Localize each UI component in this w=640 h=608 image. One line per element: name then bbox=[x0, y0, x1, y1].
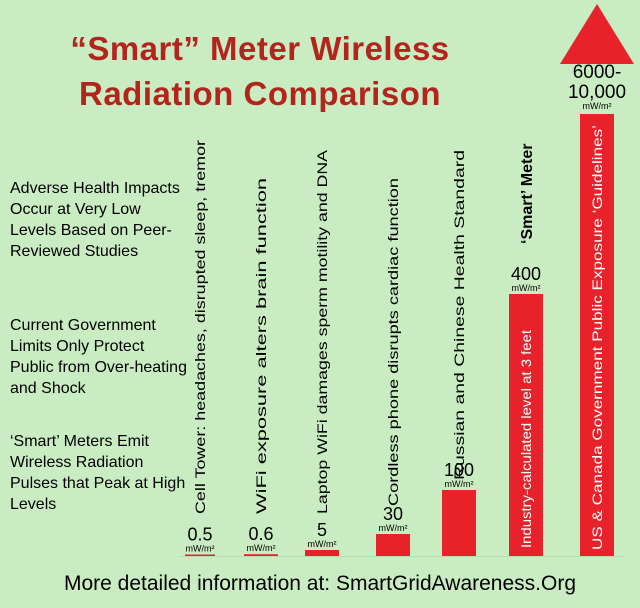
side-note-government-limits: Current Government Limits Only Protect P… bbox=[10, 317, 187, 397]
bar-category-label: Russian and Chinese Health Standard bbox=[451, 150, 467, 480]
bar-1 bbox=[244, 554, 278, 556]
title-line-1: “Smart” Meter Wireless bbox=[70, 30, 450, 67]
bar-category-label: US & Canada Government Public Exposure ‘… bbox=[589, 125, 605, 550]
bar-0 bbox=[185, 554, 215, 556]
bar-arrow-head bbox=[560, 4, 634, 64]
bar-value-label: 5 bbox=[317, 520, 327, 540]
bar-value-label: 0.5 bbox=[187, 525, 212, 545]
bar-unit-label: mW/m² bbox=[512, 283, 541, 293]
bar-value-label: 400 bbox=[511, 264, 541, 284]
bar-category-label: Industry-calculated level at 3 feet bbox=[518, 330, 534, 548]
bar-unit-label: mW/m² bbox=[247, 543, 276, 553]
bar-unit-label: mW/m² bbox=[583, 101, 612, 111]
bar-unit-label: mW/m² bbox=[186, 544, 215, 554]
bar-unit-label: mW/m² bbox=[445, 479, 474, 489]
side-note-health-impacts: Adverse Health Impacts Occur at Very Low… bbox=[10, 180, 180, 260]
bar-3 bbox=[376, 534, 410, 556]
bar-5 bbox=[509, 294, 543, 556]
bar-value-label: 30 bbox=[383, 504, 403, 524]
bar-category-label: Cordless phone disrupts cardiac function bbox=[385, 178, 401, 506]
bar-4 bbox=[442, 490, 476, 556]
bar-value-label: 6000- bbox=[573, 62, 622, 83]
smart-meter-annotation: ‘Smart’ Meter bbox=[519, 144, 536, 244]
bar-category-label: Cell Tower: headaches, disrupted sleep, … bbox=[192, 140, 208, 514]
footer-info: More detailed information at: SmartGridA… bbox=[64, 572, 576, 595]
side-note-pulses: ‘Smart’ Meters Emit Wireless Radiation P… bbox=[10, 433, 186, 513]
bar-2 bbox=[305, 550, 339, 556]
bar-category-label: WiFi exposure alters brain function bbox=[253, 178, 269, 514]
bar-value-label: 100 bbox=[444, 460, 474, 480]
bar-unit-label: mW/m² bbox=[379, 523, 408, 533]
bar-unit-label: mW/m² bbox=[308, 539, 337, 549]
bar-value-label: 10,000 bbox=[568, 82, 626, 103]
bar-6 bbox=[580, 114, 614, 556]
bar-category-label: Laptop WiFi damages sperm motility and D… bbox=[314, 149, 330, 514]
title-line-2: Radiation Comparison bbox=[78, 75, 442, 112]
bar-value-label: 0.6 bbox=[248, 524, 273, 544]
